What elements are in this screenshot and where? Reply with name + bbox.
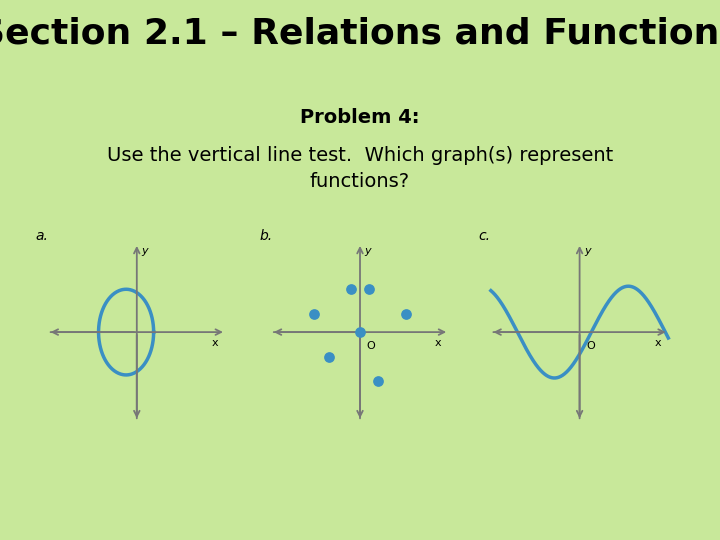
Text: y: y bbox=[141, 246, 148, 256]
Text: y: y bbox=[364, 246, 371, 256]
Point bbox=[400, 309, 412, 318]
Text: Use the vertical line test.  Which graph(s) represent
functions?: Use the vertical line test. Which graph(… bbox=[107, 146, 613, 191]
Point bbox=[308, 309, 320, 318]
Point bbox=[354, 328, 366, 336]
Text: x: x bbox=[654, 338, 661, 348]
Point bbox=[373, 377, 384, 386]
Text: c.: c. bbox=[479, 230, 490, 244]
Text: O: O bbox=[586, 341, 595, 351]
Text: y: y bbox=[584, 246, 590, 256]
Point bbox=[345, 285, 356, 294]
Point bbox=[364, 285, 375, 294]
Text: x: x bbox=[212, 338, 218, 348]
Text: x: x bbox=[435, 338, 441, 348]
Point bbox=[323, 352, 335, 361]
Text: Problem 4:: Problem 4: bbox=[300, 108, 420, 127]
Text: b.: b. bbox=[259, 230, 272, 244]
Text: Section 2.1 – Relations and Functions: Section 2.1 – Relations and Functions bbox=[0, 16, 720, 50]
Text: a.: a. bbox=[36, 230, 49, 244]
Text: O: O bbox=[366, 341, 376, 351]
